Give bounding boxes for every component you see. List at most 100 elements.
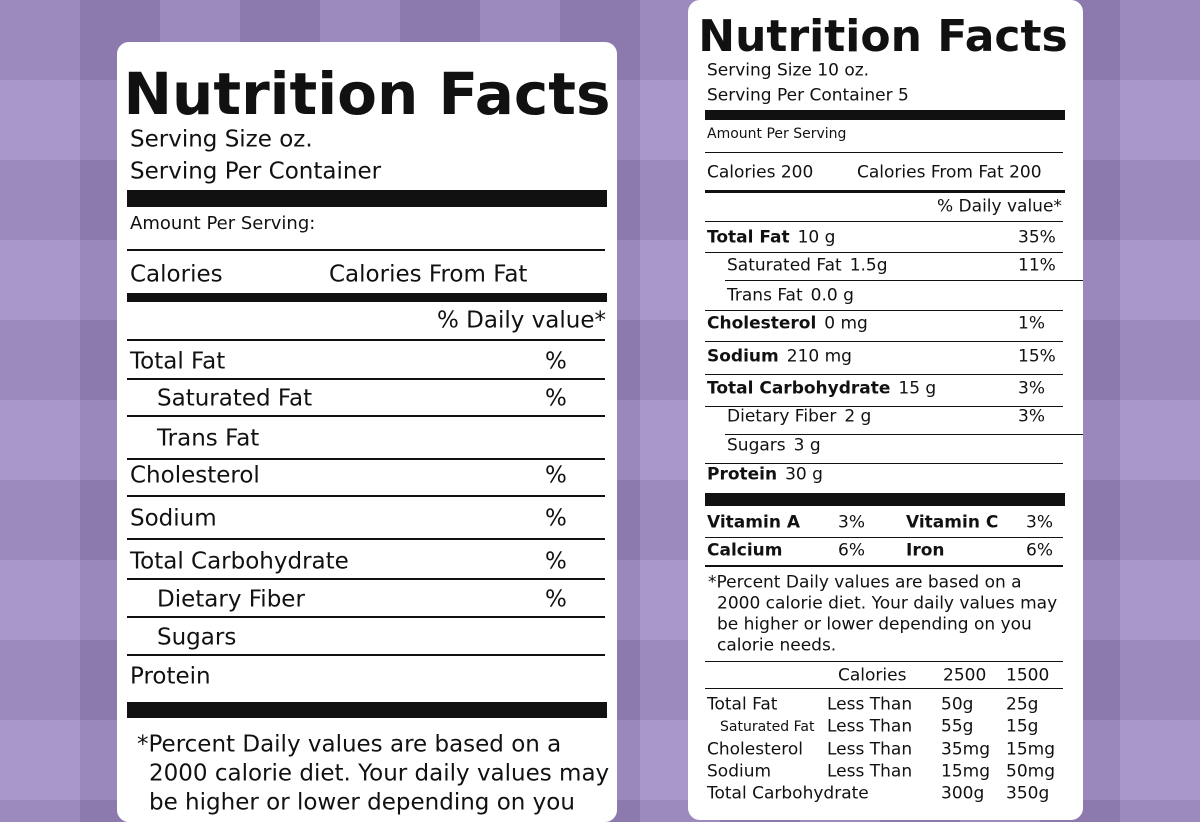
rule	[705, 374, 1063, 375]
nutrient-name: Trans Fat	[157, 425, 260, 452]
rule	[127, 339, 605, 341]
nutrient-name: Trans Fat	[727, 285, 803, 306]
rule	[705, 537, 1063, 538]
vitamin-name: Vitamin C	[906, 512, 999, 533]
right-label: Nutrition Facts Serving Size 10 oz. Servin…	[688, 0, 1083, 820]
nutrient-amount: 15 g	[898, 378, 937, 399]
nutrient-name: Sugars	[157, 624, 237, 651]
nutrient-percent: %	[545, 348, 567, 375]
rule	[127, 293, 607, 302]
daily-value-header: % Daily value*	[437, 307, 606, 334]
rule	[127, 702, 607, 718]
rule	[127, 458, 605, 460]
daily-value-header: % Daily value*	[937, 196, 1062, 217]
reference-nutrient: Total Carbohydrate	[707, 783, 869, 804]
nutrient-percent: 3%	[1018, 406, 1045, 427]
nutrient-percent: 3%	[1018, 378, 1045, 399]
nutrient-name: Dietary Fiber	[727, 406, 837, 427]
nutrient-name: Total Carbohydrate	[707, 378, 891, 399]
amount-per-serving: Amount Per Serving	[707, 126, 847, 142]
rule	[127, 249, 605, 251]
calories-from-fat: Calories From Fat	[329, 261, 528, 288]
reference-1500: 350g	[1006, 783, 1050, 804]
reference-nutrient: Sodium	[707, 761, 772, 782]
nutrient-amount: 2 g	[844, 406, 872, 427]
rule	[705, 310, 1063, 311]
left-label: Nutrition Facts Serving Size oz. Serving P…	[117, 42, 617, 822]
rule	[705, 406, 1063, 407]
reference-nutrient: Cholesterol	[707, 739, 803, 760]
rule	[127, 190, 607, 207]
vitamin-percent: 3%	[838, 512, 865, 533]
footnote-line: 2000 calorie diet. Your daily values may	[149, 760, 610, 787]
rule	[127, 378, 605, 380]
reference-limit: Less Than	[827, 716, 913, 737]
nutrient-amount: 210 mg	[786, 346, 852, 367]
nutrient-name: Protein	[707, 464, 778, 485]
reference-nutrient: Total Fat	[707, 694, 778, 715]
vitamin-percent: 6%	[838, 540, 865, 561]
reference-2500: 55g	[941, 716, 974, 737]
nutrient-percent: %	[545, 462, 567, 489]
rule	[705, 565, 1063, 567]
nutrient-name: Protein	[130, 663, 211, 690]
rule	[127, 538, 605, 540]
reference-2500: 300g	[941, 783, 985, 804]
reference-1500: 50mg	[1006, 761, 1055, 782]
rule	[705, 341, 1063, 342]
footnote-line: be higher or lower depending on you	[717, 614, 1032, 635]
calories: Calories	[130, 261, 223, 288]
serving-size: Serving Size 10 oz.	[707, 60, 870, 81]
nutrient-name: Cholesterol	[707, 313, 817, 334]
serving-size: Serving Size oz.	[130, 126, 313, 153]
title: Nutrition Facts	[123, 60, 611, 128]
nutrient-name: Sugars	[727, 435, 786, 456]
title: Nutrition Facts	[698, 11, 1068, 62]
nutrient-percent: 35%	[1018, 227, 1056, 248]
reference-2500: 50g	[941, 694, 974, 715]
nutrient-amount: 30 g	[785, 464, 823, 485]
rule	[705, 661, 1063, 662]
reference-limit: Less Than	[827, 694, 913, 715]
nutrient-amount: 0 mg	[824, 313, 868, 334]
rule	[705, 190, 1065, 193]
servings-per-container: Serving Per Container 5	[707, 85, 909, 106]
nutrient-name: Sodium	[130, 505, 217, 532]
rule	[127, 578, 605, 580]
rule	[705, 493, 1065, 506]
footnote-line: calorie needs.	[717, 635, 837, 656]
reference-header: 1500	[1006, 665, 1050, 686]
nutrient-percent: %	[545, 586, 567, 613]
reference-2500: 35mg	[941, 739, 990, 760]
footnote-line: *Percent Daily values are based on a	[708, 572, 1022, 593]
vitamin-name: Iron	[906, 540, 945, 561]
nutrient-amount: 10 g	[797, 227, 836, 248]
nutrient-percent: 15%	[1018, 346, 1056, 367]
rule	[705, 688, 1063, 689]
nutrient-name: Total Carbohydrate	[130, 548, 349, 575]
rule	[725, 280, 1083, 281]
nutrient-percent: %	[545, 548, 567, 575]
calories-from-fat: Calories From Fat 200	[857, 162, 1042, 183]
nutrient-name: Saturated Fat	[157, 385, 313, 412]
rule	[705, 152, 1063, 153]
rule	[127, 654, 605, 656]
nutrient-name: Saturated Fat	[727, 255, 842, 276]
nutrient-name: Total Fat	[130, 348, 226, 375]
nutrient-percent: %	[545, 385, 567, 412]
reference-nutrient: Saturated Fat	[720, 719, 815, 736]
reference-header: 2500	[943, 665, 987, 686]
vitamin-name: Vitamin A	[707, 512, 801, 533]
nutrient-amount: 1.5g	[849, 255, 888, 276]
vitamin-percent: 6%	[1026, 540, 1053, 561]
rule	[725, 434, 1083, 435]
rule	[705, 110, 1065, 120]
nutrient-name: Dietary Fiber	[157, 586, 305, 613]
reference-limit: Less Than	[827, 761, 913, 782]
reference-1500: 15g	[1006, 716, 1039, 737]
nutrient-amount: 3 g	[793, 435, 821, 456]
reference-2500: 15mg	[941, 761, 990, 782]
nutrient-percent: %	[545, 505, 567, 532]
vitamin-percent: 3%	[1026, 512, 1053, 533]
